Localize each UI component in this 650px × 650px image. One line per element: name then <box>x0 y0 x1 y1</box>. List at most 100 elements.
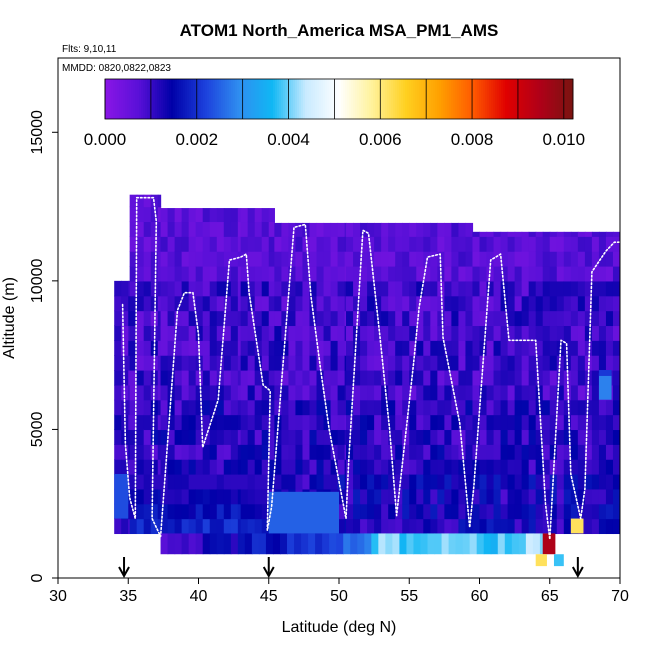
colorbar-segment <box>121 79 124 119</box>
heatmap-cell <box>381 459 389 475</box>
heatmap-cell <box>174 370 183 386</box>
heatmap-cell <box>402 280 410 297</box>
heatmap-cell <box>288 370 297 386</box>
heatmap-cell <box>230 221 239 237</box>
heatmap-cell <box>254 518 263 535</box>
heatmap-cell <box>409 325 417 341</box>
heatmap-cell <box>216 236 225 252</box>
heatmap-cell <box>323 370 332 386</box>
heatmap-cell <box>479 280 488 297</box>
heatmap-cell <box>542 370 551 386</box>
heatmap-cell <box>360 266 368 282</box>
heatmap-cell <box>374 340 382 356</box>
heatmap-cell <box>240 474 249 490</box>
heatmap-cell <box>500 266 509 282</box>
heatmap-cell <box>237 474 242 490</box>
heatmap-cell <box>323 340 332 356</box>
heatmap-cell <box>570 231 579 237</box>
heatmap-cell <box>493 384 502 401</box>
heatmap-cell <box>230 384 239 401</box>
heatmap-cell <box>423 340 431 356</box>
heatmap-cell <box>360 474 368 490</box>
heatmap-cell <box>416 251 424 267</box>
heatmap-cell <box>353 266 361 282</box>
heatmap-cell <box>451 222 460 237</box>
heatmap-cell <box>230 444 239 460</box>
heatmap-cell <box>584 503 593 520</box>
heatmap-cell <box>288 340 297 356</box>
heatmap-cell <box>247 370 256 386</box>
heatmap-cell <box>444 236 452 252</box>
heatmap-cell <box>136 251 145 267</box>
heatmap-cell <box>202 355 211 371</box>
heatmap-cell <box>129 266 138 282</box>
heatmap-cell <box>605 231 614 237</box>
heatmap-cell <box>521 474 530 490</box>
heatmap-cell <box>556 266 565 282</box>
heatmap-cell <box>612 280 620 297</box>
heatmap-cell <box>330 340 339 356</box>
heatmap-cell <box>500 325 509 341</box>
heatmap-cell <box>195 236 204 252</box>
heatmap-cell <box>535 266 544 282</box>
heatmap-cell <box>167 488 176 505</box>
heatmap-cell <box>160 414 169 431</box>
heatmap-cell <box>316 236 325 252</box>
colorbar-segment <box>507 79 510 119</box>
colorbar-segment <box>221 79 224 119</box>
heatmap-cell <box>416 429 424 445</box>
heatmap-cell <box>157 488 162 505</box>
heatmap-cell <box>188 488 197 505</box>
heatmap-cell <box>160 503 169 520</box>
colorbar-segment <box>423 79 426 119</box>
heatmap-cell <box>465 429 474 445</box>
heatmap-cell <box>247 325 256 341</box>
heatmap-cell <box>444 222 452 237</box>
colorbar-segment <box>285 79 288 119</box>
heatmap-cell <box>528 429 537 445</box>
heatmap-cell <box>274 355 282 371</box>
heatmap-cell <box>346 355 354 371</box>
heatmap-cell <box>430 251 438 267</box>
heatmap-cell <box>395 414 403 431</box>
y-tick-label: 10000 <box>29 259 46 304</box>
heatmap-cell <box>444 266 452 282</box>
heatmap-cell <box>416 266 424 282</box>
heatmap-cell <box>181 384 190 401</box>
heatmap-cell <box>157 474 162 490</box>
heatmap-cell <box>458 429 467 445</box>
colorbar-segment <box>211 79 214 119</box>
heatmap-cell <box>479 325 488 341</box>
heatmap-cell <box>309 355 318 371</box>
heatmap-cell <box>605 236 614 252</box>
heatmap-cell <box>195 251 204 267</box>
heatmap-cell <box>584 310 593 327</box>
flight-track-line <box>121 196 620 541</box>
heatmap-cell <box>136 310 145 327</box>
heatmap-cell <box>556 429 565 445</box>
heatmap-cell <box>423 325 431 341</box>
heatmap-cell <box>167 280 176 297</box>
colorbar-segment <box>451 79 454 119</box>
heatmap-cell <box>247 384 256 401</box>
heatmap-cell <box>591 355 600 371</box>
colorbar-segment <box>247 79 250 119</box>
heatmap-cell <box>157 503 162 520</box>
heatmap-cell <box>465 236 474 252</box>
heatmap-cell <box>337 474 346 490</box>
colorbar-segment <box>353 79 356 119</box>
heatmap-cell <box>381 355 389 371</box>
colorbar-segment <box>411 79 414 119</box>
heatmap-cell <box>472 518 481 535</box>
heatmap-cell <box>507 251 516 267</box>
heatmap-cell <box>344 280 347 297</box>
colorbar-segment <box>213 79 216 119</box>
heatmap-cell <box>114 310 122 327</box>
heatmap-cell <box>261 325 270 341</box>
heatmap-cell <box>150 429 159 445</box>
heatmap-cell <box>136 266 145 282</box>
colorbar-segment <box>123 79 126 119</box>
colorbar-segment <box>279 79 282 119</box>
heatmap-cell <box>216 280 225 297</box>
heatmap-cell <box>479 414 488 431</box>
